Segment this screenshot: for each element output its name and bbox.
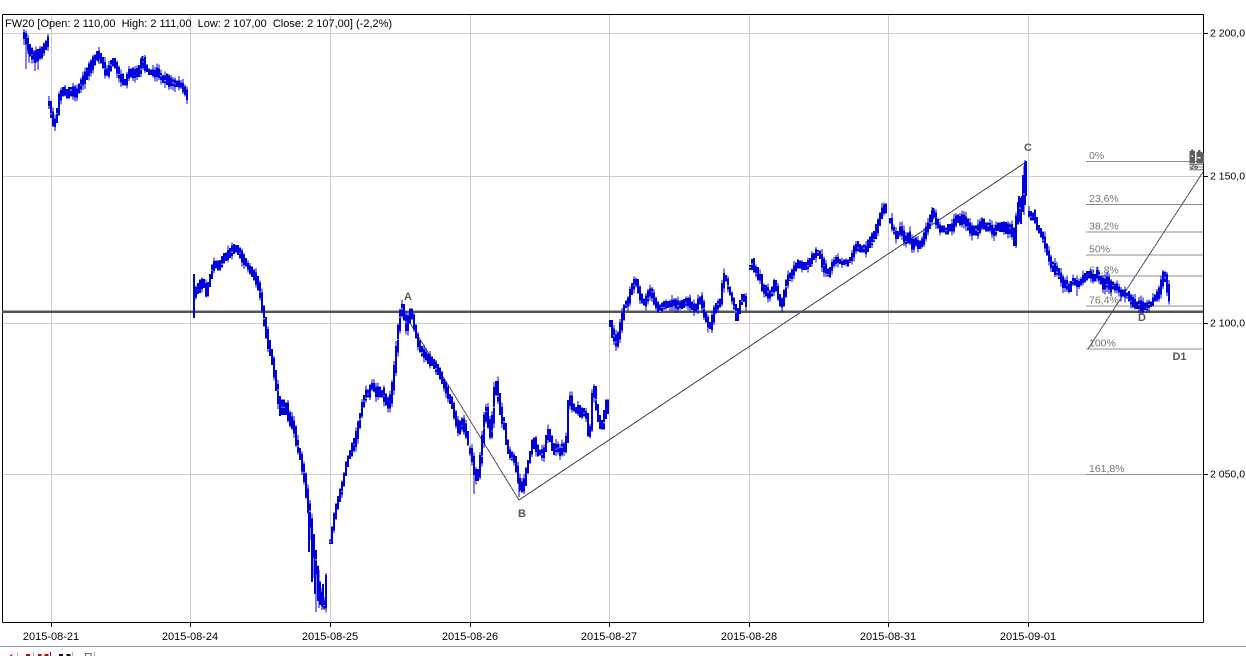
svg-text:161,8%: 161,8%: [1089, 463, 1125, 475]
svg-text:26: 26: [1190, 162, 1198, 171]
svg-text:100%: 100%: [1089, 338, 1116, 350]
svg-text:C: C: [1024, 142, 1032, 154]
svg-text:2015-08-26: 2015-08-26: [442, 631, 498, 643]
svg-text:B: B: [518, 508, 526, 520]
svg-text:2015-08-27: 2015-08-27: [581, 631, 637, 643]
svg-text:2015-09-01: 2015-09-01: [1000, 631, 1056, 643]
svg-text:2 050,0: 2 050,0: [1210, 469, 1245, 481]
svg-text:2015-08-24: 2015-08-24: [162, 631, 218, 643]
svg-text:D1: D1: [1172, 351, 1186, 363]
svg-text:2015-08-28: 2015-08-28: [721, 631, 777, 643]
svg-text:0%: 0%: [1089, 150, 1104, 162]
svg-text:2015-08-31: 2015-08-31: [860, 631, 916, 643]
svg-text:2 200,0: 2 200,0: [1210, 28, 1245, 40]
svg-text:2015-08-21: 2015-08-21: [23, 631, 79, 643]
svg-text:2 100,0: 2 100,0: [1210, 318, 1245, 330]
svg-text:76,4%: 76,4%: [1089, 295, 1119, 307]
svg-text:D: D: [1138, 312, 1146, 324]
svg-text:38,2%: 38,2%: [1089, 220, 1119, 232]
svg-text:23,6%: 23,6%: [1089, 193, 1119, 205]
svg-text:50%: 50%: [1089, 243, 1110, 255]
svg-text:FW20 [Open: 2 110,00 High: 2: FW20 [Open: 2 110,00 High: 2 111,00 Low:…: [5, 18, 392, 30]
svg-text:2 150,0: 2 150,0: [1210, 171, 1245, 183]
svg-text:A: A: [404, 291, 412, 303]
svg-text:2015-08-25: 2015-08-25: [302, 631, 358, 643]
